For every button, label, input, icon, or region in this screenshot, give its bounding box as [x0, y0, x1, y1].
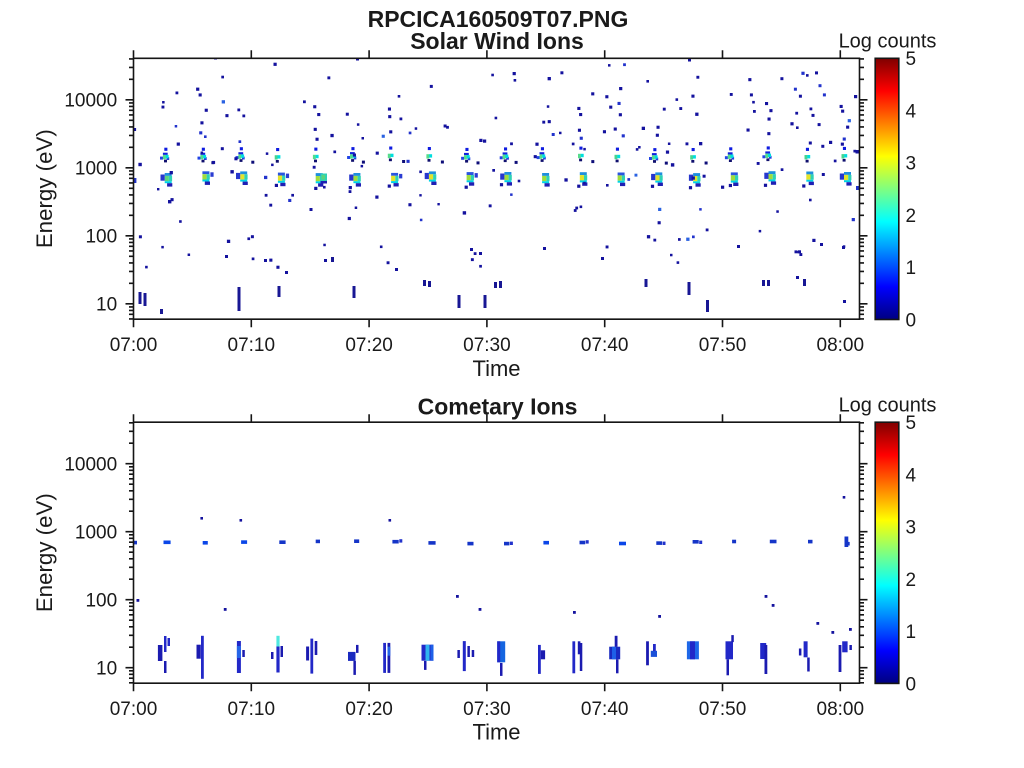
svg-text:Log counts: Log counts [839, 31, 937, 53]
svg-text:1: 1 [906, 622, 917, 643]
svg-text:07:30: 07:30 [463, 335, 511, 356]
svg-text:1000: 1000 [75, 523, 117, 544]
svg-text:0: 0 [906, 674, 917, 695]
svg-text:07:50: 07:50 [699, 335, 747, 356]
svg-text:Cometary Ions: Cometary Ions [418, 394, 578, 420]
svg-text:07:10: 07:10 [228, 699, 276, 720]
svg-text:Solar Wind Ions: Solar Wind Ions [410, 28, 584, 54]
svg-text:07:00: 07:00 [110, 335, 158, 356]
svg-text:4: 4 [906, 465, 917, 486]
svg-text:Energy (eV): Energy (eV) [32, 129, 57, 248]
svg-text:5: 5 [906, 413, 917, 434]
svg-text:07:40: 07:40 [581, 699, 629, 720]
svg-text:07:10: 07:10 [228, 335, 276, 356]
svg-text:07:00: 07:00 [110, 699, 158, 720]
svg-text:3: 3 [906, 154, 917, 175]
svg-text:Time: Time [472, 720, 520, 745]
svg-text:Energy (eV): Energy (eV) [32, 493, 57, 612]
svg-text:10000: 10000 [64, 455, 117, 476]
svg-text:1000: 1000 [75, 159, 117, 180]
svg-text:07:40: 07:40 [581, 335, 629, 356]
svg-text:0: 0 [906, 310, 917, 331]
svg-text:07:20: 07:20 [345, 335, 393, 356]
svg-text:2: 2 [906, 206, 917, 227]
svg-text:5: 5 [906, 49, 917, 70]
svg-text:07:20: 07:20 [345, 699, 393, 720]
svg-text:3: 3 [906, 518, 917, 539]
svg-text:Log counts: Log counts [839, 394, 937, 416]
svg-text:07:30: 07:30 [463, 699, 511, 720]
svg-text:4: 4 [906, 101, 917, 122]
svg-text:100: 100 [85, 591, 117, 612]
svg-text:10: 10 [96, 659, 117, 680]
svg-text:10: 10 [96, 295, 117, 316]
svg-text:Time: Time [472, 356, 520, 381]
svg-text:1: 1 [906, 258, 917, 279]
svg-text:100: 100 [85, 227, 117, 248]
svg-text:08:00: 08:00 [817, 699, 865, 720]
svg-text:RPCICA160509T07.PNG: RPCICA160509T07.PNG [368, 6, 629, 32]
svg-text:2: 2 [906, 570, 917, 591]
svg-text:07:50: 07:50 [699, 699, 747, 720]
svg-text:08:00: 08:00 [817, 335, 865, 356]
svg-text:10000: 10000 [64, 91, 117, 112]
